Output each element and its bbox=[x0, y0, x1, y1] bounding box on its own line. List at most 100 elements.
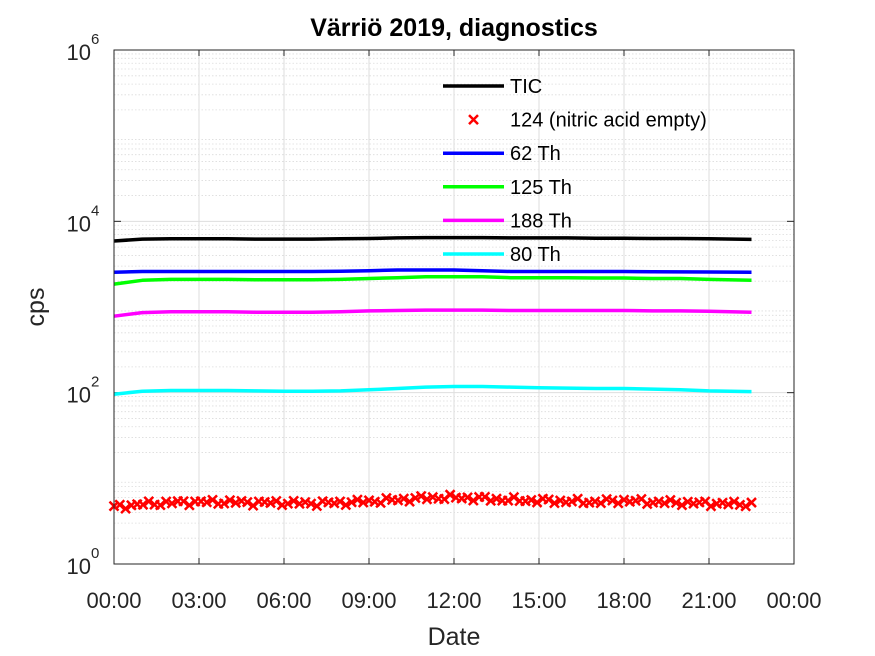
series-marker bbox=[166, 497, 178, 509]
series-marker bbox=[120, 503, 131, 515]
series-tic bbox=[113, 235, 752, 243]
x-tick-label: 12:00 bbox=[426, 588, 481, 613]
x-tick-label: 06:00 bbox=[256, 588, 311, 613]
series-marker bbox=[543, 494, 555, 505]
y-tick-label: 102 bbox=[67, 374, 100, 408]
legend-label: 125 Th bbox=[510, 177, 572, 199]
series-marker bbox=[491, 493, 502, 505]
series-line bbox=[113, 384, 752, 396]
series-marker bbox=[404, 496, 415, 508]
series-marker bbox=[467, 495, 479, 506]
series-marker bbox=[746, 497, 757, 508]
series-marker bbox=[676, 499, 688, 511]
series-marker bbox=[740, 500, 752, 512]
y-tick-label: 100 bbox=[67, 545, 100, 579]
series-marker bbox=[525, 494, 537, 506]
legend-entry: 124 (nitric acid empty) bbox=[468, 110, 707, 132]
x-axis-label: Date bbox=[428, 623, 481, 651]
series-marker bbox=[137, 499, 149, 511]
series-marker bbox=[398, 493, 410, 505]
series-marker bbox=[241, 496, 253, 508]
legend-label: 124 (nitric acid empty) bbox=[510, 110, 707, 132]
y-tick-base: 10 bbox=[67, 211, 91, 236]
series-marker bbox=[549, 497, 560, 509]
plot-frame bbox=[113, 49, 795, 565]
series-marker bbox=[566, 496, 578, 507]
legend: TIC 124 (nitric acid empty) 62 Th 125 Th 188… bbox=[443, 76, 707, 266]
series-62-th bbox=[113, 268, 752, 274]
series-marker bbox=[218, 498, 230, 509]
series-marker bbox=[531, 497, 543, 508]
series-line bbox=[113, 235, 752, 243]
legend-swatch bbox=[468, 114, 479, 125]
series-124-nitric-acid-empty bbox=[108, 489, 757, 515]
series-marker bbox=[705, 500, 717, 512]
series-marker bbox=[479, 491, 491, 503]
x-tick-label: 00:00 bbox=[766, 588, 821, 613]
series-marker bbox=[224, 494, 236, 506]
series-marker bbox=[595, 497, 607, 509]
series-marker bbox=[178, 495, 189, 507]
x-tick-label: 00:00 bbox=[86, 588, 141, 613]
series-marker bbox=[607, 495, 618, 506]
series-marker bbox=[670, 497, 682, 509]
legend-label: TIC bbox=[510, 76, 542, 98]
y-tick-label: 106 bbox=[67, 31, 100, 65]
series-marker bbox=[305, 498, 317, 510]
legend-entry: 125 Th bbox=[443, 177, 572, 199]
y-tick-exponent: 4 bbox=[91, 202, 99, 219]
series-marker bbox=[421, 493, 433, 505]
legend-entry: TIC bbox=[443, 76, 542, 98]
series-line bbox=[113, 308, 752, 318]
x-tick-label: 21:00 bbox=[681, 588, 736, 613]
series-marker bbox=[444, 489, 456, 501]
series-marker bbox=[288, 495, 300, 507]
y-tick-exponent: 2 bbox=[91, 374, 99, 391]
series-marker bbox=[154, 499, 166, 511]
x-tick-label: 03:00 bbox=[171, 588, 226, 613]
x-tick-label: 18:00 bbox=[596, 588, 651, 613]
series-marker bbox=[722, 499, 734, 510]
series-marker bbox=[728, 496, 740, 507]
series-marker bbox=[485, 495, 497, 507]
series-marker bbox=[664, 494, 676, 506]
series-marker bbox=[357, 497, 369, 508]
series-125-th bbox=[113, 275, 752, 286]
legend-entry: 188 Th bbox=[443, 210, 572, 232]
y-tick-base: 10 bbox=[67, 40, 91, 65]
series-marker bbox=[659, 497, 670, 509]
chart-title: Värriö 2019, diagnostics bbox=[310, 14, 598, 42]
y-tick-base: 10 bbox=[67, 383, 91, 408]
series-marker bbox=[502, 495, 514, 506]
y-axis-label: cps bbox=[22, 288, 50, 327]
series-188-th bbox=[113, 308, 752, 318]
series-marker bbox=[346, 496, 357, 508]
series-line bbox=[113, 275, 752, 286]
legend-label: 62 Th bbox=[510, 143, 561, 165]
y-tick-exponent: 6 bbox=[91, 31, 99, 48]
series-marker bbox=[352, 494, 363, 506]
series-80-th bbox=[113, 384, 752, 396]
series-marker bbox=[114, 499, 126, 511]
series-marker bbox=[201, 496, 213, 508]
series-marker bbox=[508, 491, 520, 503]
y-tick-base: 10 bbox=[67, 554, 91, 579]
legend-entry: 80 Th bbox=[443, 244, 561, 266]
series-marker bbox=[462, 492, 473, 503]
x-tick-label: 09:00 bbox=[341, 588, 396, 613]
series-marker bbox=[282, 498, 294, 510]
series-group bbox=[108, 235, 757, 515]
series-marker bbox=[334, 496, 346, 507]
series-marker bbox=[183, 499, 195, 511]
series-marker bbox=[612, 497, 624, 509]
y-tick-label: 104 bbox=[67, 202, 100, 236]
x-tick-labels: 00:00 03:00 06:00 09:00 12:00 15:00 18:00 21:00… bbox=[86, 588, 821, 613]
legend-entry: 62 Th bbox=[443, 143, 561, 165]
series-marker bbox=[415, 490, 427, 502]
series-marker bbox=[207, 494, 218, 506]
series-marker bbox=[340, 499, 352, 511]
legend-label: 188 Th bbox=[510, 210, 572, 232]
series-marker bbox=[143, 495, 155, 507]
